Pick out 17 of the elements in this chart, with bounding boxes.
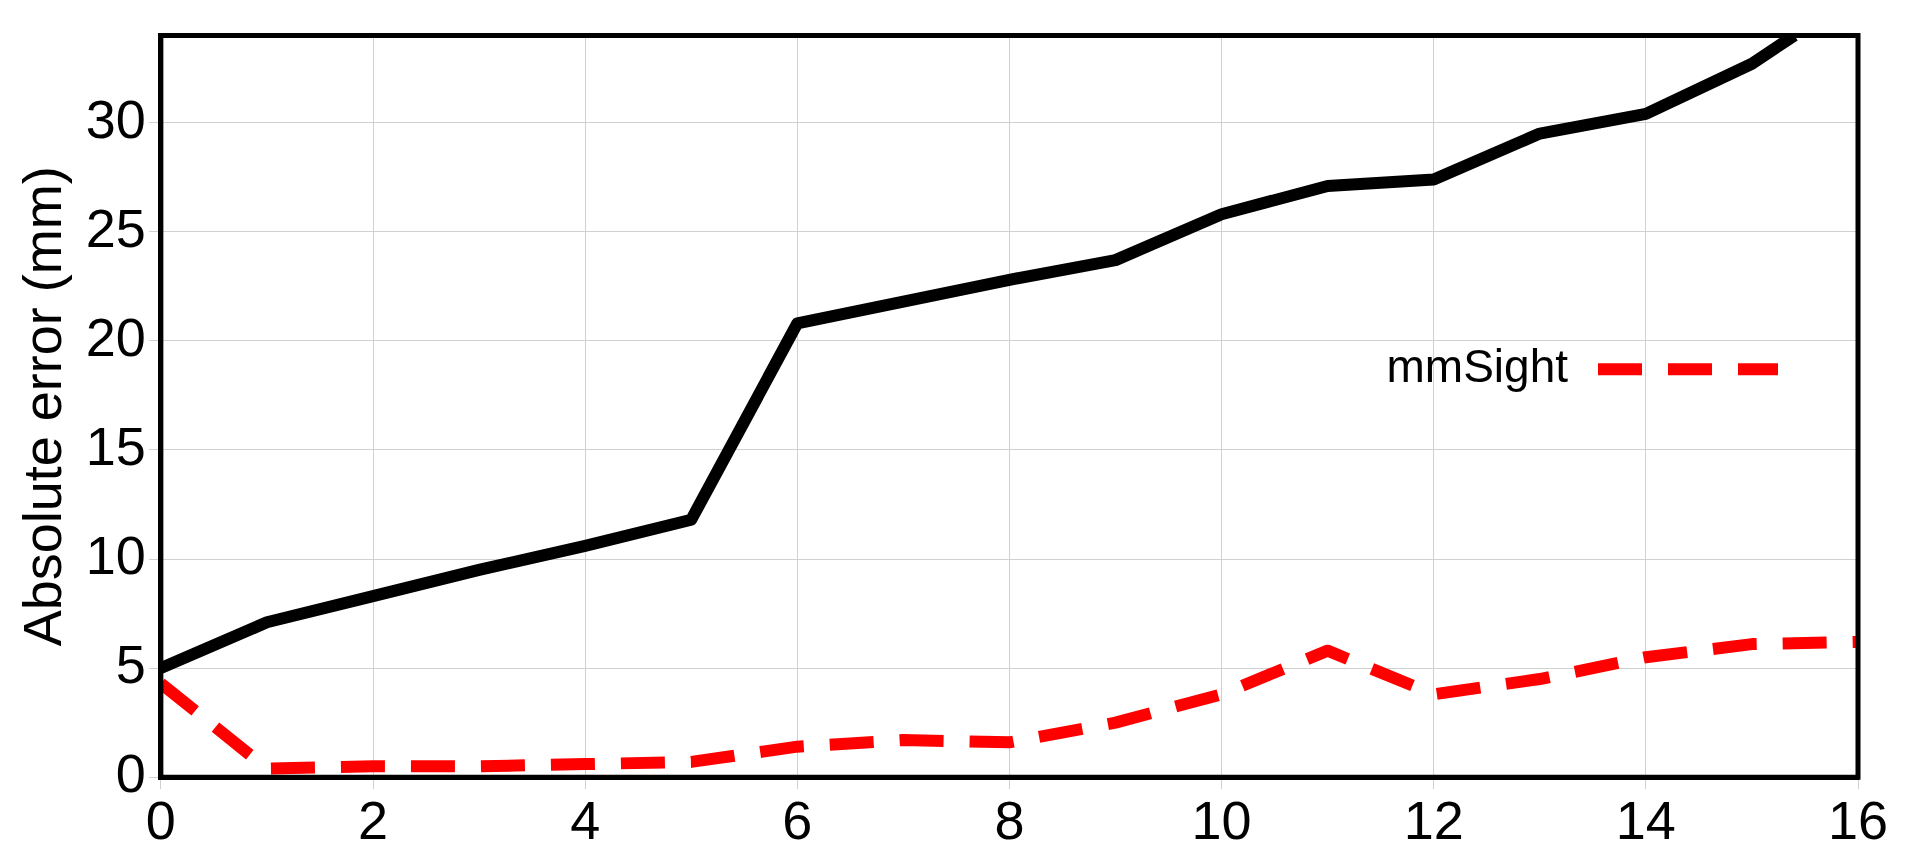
x-tick-label: 4: [570, 790, 601, 851]
y-tick-label: 30: [85, 88, 146, 149]
x-tick-label: 16: [1827, 790, 1889, 851]
y-tick-label: 5: [115, 634, 146, 694]
x-tick-label: 12: [1403, 790, 1464, 851]
x-tick-label: 14: [1615, 790, 1676, 851]
x-tick-label: 10: [1191, 790, 1252, 851]
x-tick-label: 8: [994, 790, 1025, 851]
y-tick-label: 10: [85, 524, 146, 585]
y-tick-label: 0: [115, 743, 146, 804]
y-axis-title: Absolute error (mm): [12, 166, 73, 647]
x-tick-label: 6: [782, 790, 813, 851]
y-tick-label: 25: [85, 197, 146, 258]
y-tick-label: 15: [85, 415, 146, 476]
y-tick-label: 20: [85, 306, 146, 367]
x-tick-label: 2: [357, 790, 389, 851]
legend-label: mmSight: [1386, 339, 1569, 392]
